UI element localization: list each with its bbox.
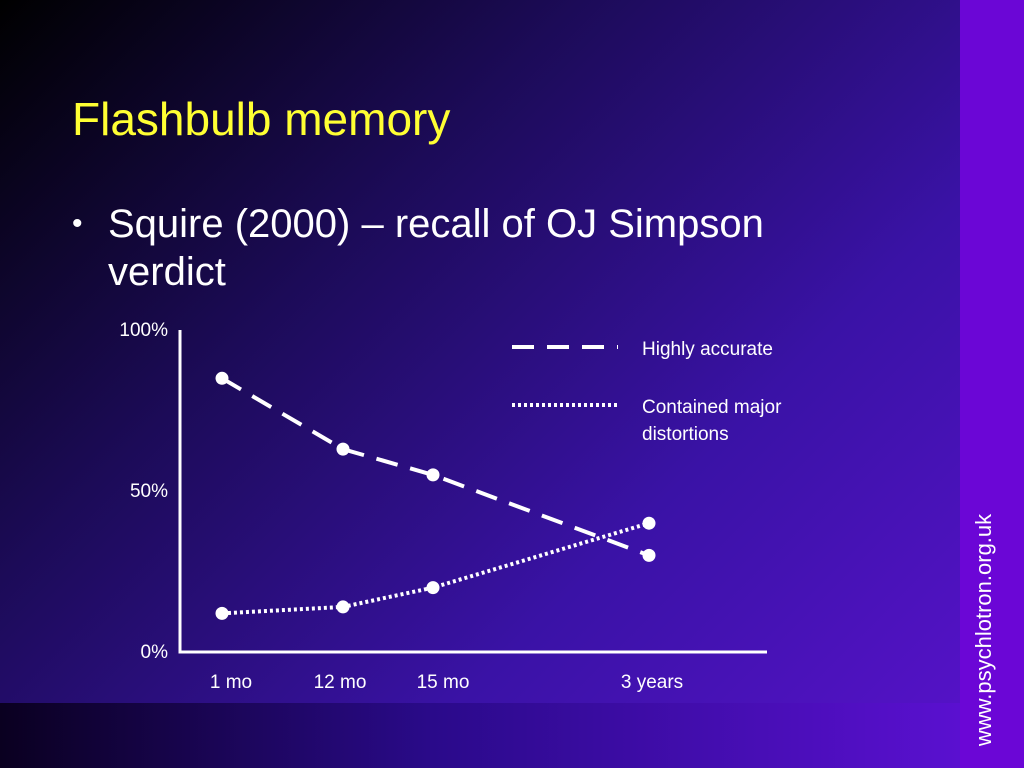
bullet-icon: • bbox=[72, 207, 83, 240]
series-line bbox=[221, 521, 650, 616]
y-tick-label: 100% bbox=[119, 320, 168, 341]
legend-label: Contained major distortions bbox=[642, 397, 782, 445]
series-line bbox=[220, 376, 650, 558]
x-tick-label: 15 mo bbox=[417, 672, 470, 693]
bullet-point: • Squire (2000) – recall of OJ Simpson v… bbox=[72, 200, 892, 296]
data-point bbox=[336, 442, 350, 456]
x-tick-label: 12 mo bbox=[314, 672, 367, 693]
x-tick-label: 1 mo bbox=[210, 672, 252, 693]
data-point bbox=[642, 548, 656, 562]
bottom-bar bbox=[0, 703, 960, 768]
slide-title: Flashbulb memory bbox=[72, 93, 451, 145]
legend-label: Highly accurate bbox=[642, 339, 773, 360]
data-point bbox=[426, 468, 440, 482]
bullet-text: Squire (2000) – recall of OJ Simpson ver… bbox=[108, 202, 764, 294]
watermark: www.psychlotron.org.uk bbox=[971, 513, 996, 747]
y-tick-label: 50% bbox=[130, 481, 168, 502]
data-point bbox=[642, 516, 656, 530]
side-bar bbox=[960, 0, 1024, 768]
x-tick-label: 3 years bbox=[621, 672, 683, 693]
data-point bbox=[215, 371, 229, 385]
data-point bbox=[426, 581, 440, 595]
data-point bbox=[215, 606, 229, 620]
slide-background bbox=[0, 0, 960, 703]
line-chart: 0% 50% 100% 1 mo 12 mo 15 mo 3 years Highly acc… bbox=[119, 320, 782, 693]
y-tick-label: 0% bbox=[141, 642, 169, 663]
data-point bbox=[336, 600, 350, 614]
